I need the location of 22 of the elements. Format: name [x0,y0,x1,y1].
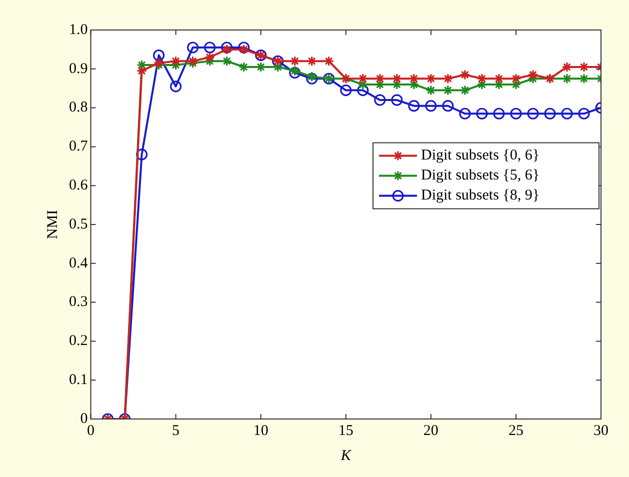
y-tick-label: 1.0 [69,22,88,38]
y-tick-label: 0.1 [69,372,88,388]
x-tick-label: 20 [423,422,438,439]
legend-label: Digit subsets {8, 9} [421,188,540,204]
y-tick-label: 0.6 [69,178,88,194]
x-tick-label: 30 [594,422,608,439]
x-axis-title: K [340,448,352,464]
y-tick-label: 0.9 [69,60,88,77]
x-tick-label: 10 [253,422,268,439]
y-tick-label: 0.2 [69,333,88,350]
y-tick-label: 0.5 [69,216,88,232]
y-axis-title: NMI [44,210,61,240]
legend-label: Digit subsets {0, 6} [421,148,540,164]
x-tick-label: 5 [172,422,180,439]
y-tick-label: 0 [80,410,88,427]
y-tick-label: 0.4 [69,255,88,272]
x-tick-label: 25 [508,422,524,439]
y-tick-label: 0.3 [69,294,88,310]
x-tick-label: 15 [338,422,354,439]
y-tick-label: 0.7 [69,138,88,155]
y-tick-label: 0.8 [69,100,88,116]
legend-label: Digit subsets {5, 6} [421,168,540,184]
